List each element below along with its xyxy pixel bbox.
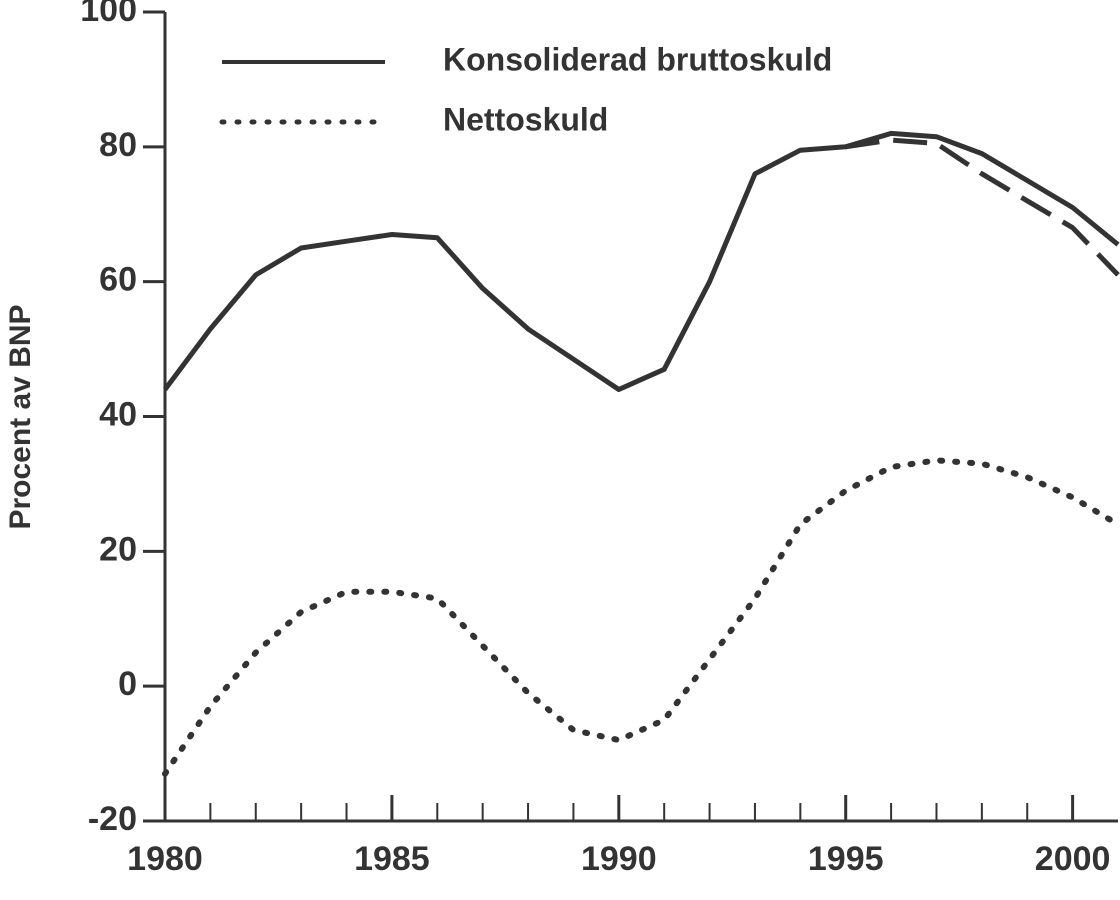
legend-label: Nettoskuld	[443, 101, 608, 137]
y-axis-label: Procent av BNP	[4, 304, 37, 529]
x-tick-label: 1995	[808, 840, 884, 878]
y-tick-label: 80	[99, 126, 137, 164]
y-tick-label: 20	[99, 530, 137, 568]
series-line	[845, 137, 1120, 277]
y-tick-label: 100	[80, 0, 137, 29]
y-tick-label: 60	[99, 261, 137, 299]
y-tick-label: 40	[99, 395, 137, 433]
x-tick-label: 1980	[127, 840, 203, 878]
legend-label: Konsoliderad bruttoskuld	[443, 41, 832, 77]
series-line	[162, 457, 1120, 777]
series-line	[162, 130, 1120, 392]
y-tick-label: 0	[118, 665, 137, 703]
x-tick-label: 1990	[581, 840, 657, 878]
x-tick-label: 1985	[354, 840, 430, 878]
y-tick-label: -20	[88, 800, 137, 838]
x-tick-label: 2000	[1035, 840, 1111, 878]
